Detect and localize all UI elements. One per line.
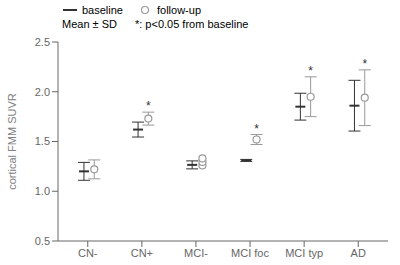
svg-text:*: * [308,64,313,78]
svg-text:2.0: 2.0 [35,86,50,98]
svg-text:CN-: CN- [78,247,98,259]
html-text:Mean ± SD: Mean ± SD [62,18,117,30]
svg-text:MCI typ: MCI typ [285,247,323,259]
html-text:*: p<0.05 from baseline: *: p<0.05 from baseline [135,18,249,30]
svg-text:*: * [254,122,259,136]
svg-text:AD: AD [351,247,366,259]
svg-text:*: * [146,99,151,113]
svg-text:MCI-: MCI- [184,247,208,259]
svg-text:1.0: 1.0 [35,185,50,197]
svg-text:CN+: CN+ [131,247,153,259]
html-text:follow-up: follow-up [157,4,201,16]
svg-text:MCI foc: MCI foc [231,247,269,259]
html-text:baseline: baseline [82,4,123,16]
svg-text:0.5: 0.5 [35,235,50,247]
svg-text:1.5: 1.5 [35,135,50,147]
svg-text:cortical FMM SUVR: cortical FMM SUVR [8,93,18,190]
svg-text:2.5: 2.5 [35,36,50,48]
svg-text:*: * [362,57,367,71]
